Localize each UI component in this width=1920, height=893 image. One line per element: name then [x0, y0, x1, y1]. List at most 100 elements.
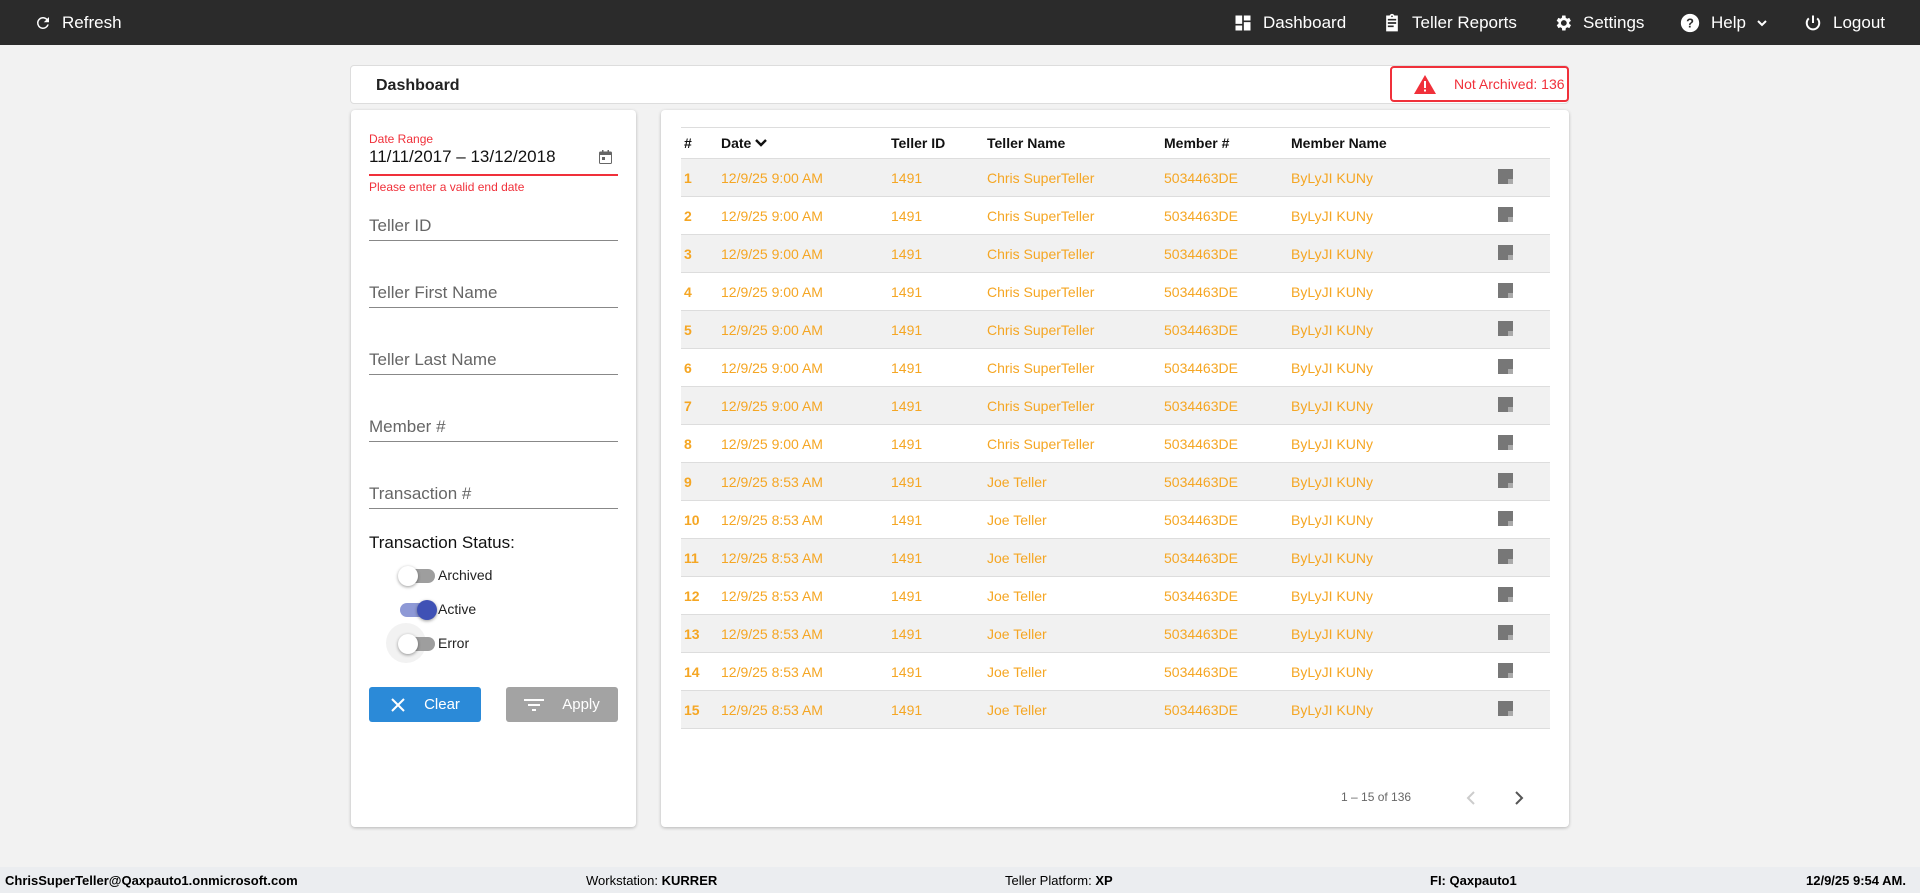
- col-actions: [1488, 127, 1550, 159]
- note-icon[interactable]: [1498, 624, 1513, 640]
- table-row[interactable]: 3 12/9/25 9:00 AM 1491 Chris SuperTeller 503…: [681, 234, 1550, 273]
- error-toggle[interactable]: [398, 634, 435, 654]
- note-icon[interactable]: [1498, 510, 1513, 526]
- note-icon[interactable]: [1498, 548, 1513, 564]
- note-icon[interactable]: [1498, 282, 1513, 298]
- row-teller-name: Chris SuperTeller: [987, 158, 1164, 197]
- note-icon[interactable]: [1498, 358, 1513, 374]
- note-icon[interactable]: [1498, 700, 1513, 716]
- prev-page-icon[interactable]: [1465, 790, 1477, 806]
- note-icon[interactable]: [1498, 662, 1513, 678]
- col-number[interactable]: #: [681, 127, 721, 159]
- member-number-input[interactable]: Member #: [369, 417, 618, 442]
- row-teller-id: 1491: [891, 310, 987, 349]
- active-toggle[interactable]: [400, 600, 437, 620]
- row-actions: [1488, 272, 1550, 311]
- teller-first-name-input[interactable]: Teller First Name: [369, 283, 618, 308]
- note-icon[interactable]: [1498, 396, 1513, 412]
- row-member-number: 5034463DE: [1164, 348, 1291, 387]
- note-icon[interactable]: [1498, 472, 1513, 488]
- row-number: 5: [681, 310, 721, 349]
- col-teller-id[interactable]: Teller ID: [891, 127, 987, 159]
- row-number: 6: [681, 348, 721, 387]
- clear-button[interactable]: Clear: [369, 687, 481, 722]
- table-row[interactable]: 5 12/9/25 9:00 AM 1491 Chris SuperTeller 503…: [681, 310, 1550, 349]
- chevron-down-icon: [1757, 19, 1767, 26]
- note-icon[interactable]: [1498, 586, 1513, 602]
- nav-settings-label: Settings: [1583, 12, 1645, 32]
- calendar-icon[interactable]: [599, 150, 612, 164]
- table-row[interactable]: 1 12/9/25 9:00 AM 1491 Chris SuperTeller 503…: [681, 158, 1550, 197]
- transaction-number-input[interactable]: Transaction #: [369, 484, 618, 509]
- teller-last-name-input[interactable]: Teller Last Name: [369, 350, 618, 375]
- row-actions: [1488, 462, 1550, 501]
- table-row[interactable]: 13 12/9/25 8:53 AM 1491 Joe Teller 5034463DE…: [681, 614, 1550, 653]
- nav-dashboard[interactable]: Dashboard: [1233, 0, 1346, 45]
- table-row[interactable]: 15 12/9/25 8:53 AM 1491 Joe Teller 5034463DE…: [681, 690, 1550, 729]
- refresh-button[interactable]: Refresh: [34, 0, 122, 45]
- col-teller-name[interactable]: Teller Name: [987, 127, 1164, 159]
- table-row[interactable]: 2 12/9/25 9:00 AM 1491 Chris SuperTeller 503…: [681, 196, 1550, 235]
- table-row[interactable]: 12 12/9/25 8:53 AM 1491 Joe Teller 5034463DE…: [681, 576, 1550, 615]
- help-icon: ?: [1680, 13, 1700, 32]
- row-actions: [1488, 158, 1550, 197]
- row-member-name: ByLyJI KUNy: [1291, 614, 1488, 653]
- table-row[interactable]: 14 12/9/25 8:53 AM 1491 Joe Teller 5034463DE…: [681, 652, 1550, 691]
- row-teller-name: Joe Teller: [987, 614, 1164, 653]
- row-member-number: 5034463DE: [1164, 386, 1291, 425]
- row-member-number: 5034463DE: [1164, 196, 1291, 235]
- row-teller-id: 1491: [891, 652, 987, 691]
- row-teller-id: 1491: [891, 614, 987, 653]
- row-teller-id: 1491: [891, 538, 987, 577]
- note-icon[interactable]: [1498, 244, 1513, 260]
- nav-help-label: Help: [1711, 12, 1746, 32]
- nav-help[interactable]: ? Help: [1679, 0, 1768, 45]
- table-header-row: # Date Teller ID Teller Name Member # Me…: [681, 127, 1550, 159]
- note-icon[interactable]: [1498, 434, 1513, 450]
- col-member-name[interactable]: Member Name: [1291, 127, 1488, 159]
- row-teller-id: 1491: [891, 690, 987, 729]
- nav-settings[interactable]: Settings: [1553, 0, 1644, 45]
- table-row[interactable]: 6 12/9/25 9:00 AM 1491 Chris SuperTeller 503…: [681, 348, 1550, 387]
- table-row[interactable]: 10 12/9/25 8:53 AM 1491 Joe Teller 5034463DE…: [681, 500, 1550, 539]
- row-teller-name: Chris SuperTeller: [987, 386, 1164, 425]
- not-archived-badge[interactable]: Not Archived: 136: [1390, 66, 1569, 102]
- dashboard-icon: [1235, 15, 1251, 30]
- table-row[interactable]: 7 12/9/25 9:00 AM 1491 Chris SuperTeller 503…: [681, 386, 1550, 425]
- row-actions: [1488, 538, 1550, 577]
- row-number: 7: [681, 386, 721, 425]
- teller-id-input[interactable]: Teller ID: [369, 216, 618, 241]
- row-actions: [1488, 424, 1550, 463]
- teller-last-name-placeholder: Teller Last Name: [369, 350, 497, 369]
- footer-datetime: 12/9/25 9:54 AM.: [1806, 873, 1906, 888]
- row-member-number: 5034463DE: [1164, 462, 1291, 501]
- col-date[interactable]: Date: [721, 127, 891, 159]
- note-icon[interactable]: [1498, 206, 1513, 222]
- date-range-field[interactable]: Date Range 11/11/2017 – 13/12/2018 Pleas…: [369, 132, 618, 194]
- footer-platform: Teller Platform: XP: [1005, 873, 1113, 888]
- clear-label: Clear: [424, 696, 460, 713]
- row-date: 12/9/25 9:00 AM: [721, 310, 891, 349]
- table-row[interactable]: 8 12/9/25 9:00 AM 1491 Chris SuperTeller 503…: [681, 424, 1550, 463]
- next-page-icon[interactable]: [1513, 790, 1525, 806]
- row-teller-name: Joe Teller: [987, 652, 1164, 691]
- nav-teller-reports[interactable]: Teller Reports: [1382, 0, 1517, 45]
- table-row[interactable]: 9 12/9/25 8:53 AM 1491 Joe Teller 5034463DE B…: [681, 462, 1550, 501]
- date-range-error: Please enter a valid end date: [369, 180, 525, 194]
- footer-workstation: Workstation: KURRER: [586, 873, 718, 888]
- sort-desc-icon: [755, 139, 768, 147]
- note-icon[interactable]: [1498, 320, 1513, 336]
- archived-toggle[interactable]: [398, 566, 435, 586]
- row-actions: [1488, 690, 1550, 729]
- row-actions: [1488, 500, 1550, 539]
- date-range-label: Date Range: [369, 132, 434, 146]
- nav-logout[interactable]: Logout: [1803, 0, 1885, 45]
- apply-button[interactable]: Apply: [506, 687, 618, 722]
- row-member-number: 5034463DE: [1164, 576, 1291, 615]
- table-row[interactable]: 11 12/9/25 8:53 AM 1491 Joe Teller 5034463DE…: [681, 538, 1550, 577]
- row-number: 3: [681, 234, 721, 273]
- note-icon[interactable]: [1498, 168, 1513, 184]
- table-row[interactable]: 4 12/9/25 9:00 AM 1491 Chris SuperTeller 503…: [681, 272, 1550, 311]
- col-member-number[interactable]: Member #: [1164, 127, 1291, 159]
- row-number: 1: [681, 158, 721, 197]
